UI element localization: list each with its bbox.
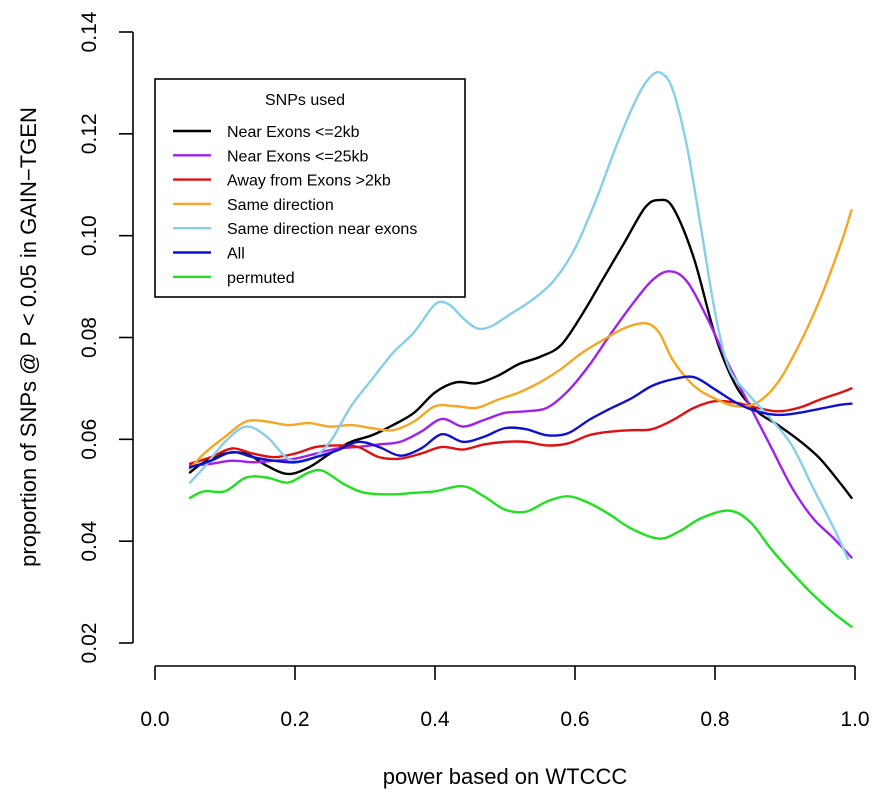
legend-label: Near Exons <=2kb — [227, 124, 360, 141]
legend-label: permuted — [227, 270, 295, 287]
legend: SNPs used Near Exons <=2kb Near Exons <=25… — [154, 78, 466, 298]
legend-label: Near Exons <=25kb — [227, 148, 369, 165]
y-tick-label: 0.12 — [78, 113, 101, 154]
series-lines — [188, 70, 853, 628]
x-tick-label: 0.2 — [280, 708, 309, 731]
x-tick-label: 0.6 — [560, 708, 589, 731]
y-tick-label: 0.04 — [78, 520, 101, 561]
series-line-7 — [188, 468, 853, 628]
axes: 0.0 0.2 0.4 0.6 0.8 1.0 0.02 0.04 0.06 0.08 0.10 0.… — [78, 11, 870, 731]
legend-label: Away from Exons >2kb — [227, 173, 391, 190]
x-tick-label: 0.4 — [420, 708, 450, 731]
legend-label: All — [227, 246, 245, 263]
y-tick-label: 0.06 — [78, 419, 101, 460]
series-line-4 — [188, 209, 853, 471]
y-axis-title: proportion of SNPs @ P < 0.05 in GAIN−TG… — [16, 107, 41, 567]
x-tick-label: 0.0 — [140, 708, 169, 731]
legend-box — [154, 78, 466, 298]
x-axis-title: power based on WTCCC — [383, 764, 628, 789]
y-tick-label: 0.02 — [78, 623, 101, 664]
y-tick-label: 0.10 — [78, 215, 101, 256]
x-tick-label: 1.0 — [840, 708, 869, 731]
series-line-2 — [188, 270, 853, 559]
y-tick-label: 0.14 — [78, 11, 101, 52]
x-tick-label: 0.8 — [700, 708, 729, 731]
series-line-6 — [188, 375, 853, 469]
legend-label: Same direction near exons — [227, 221, 417, 238]
legend-title: SNPs used — [265, 92, 345, 109]
y-tick-label: 0.08 — [78, 317, 101, 358]
legend-label: Same direction — [227, 197, 334, 214]
